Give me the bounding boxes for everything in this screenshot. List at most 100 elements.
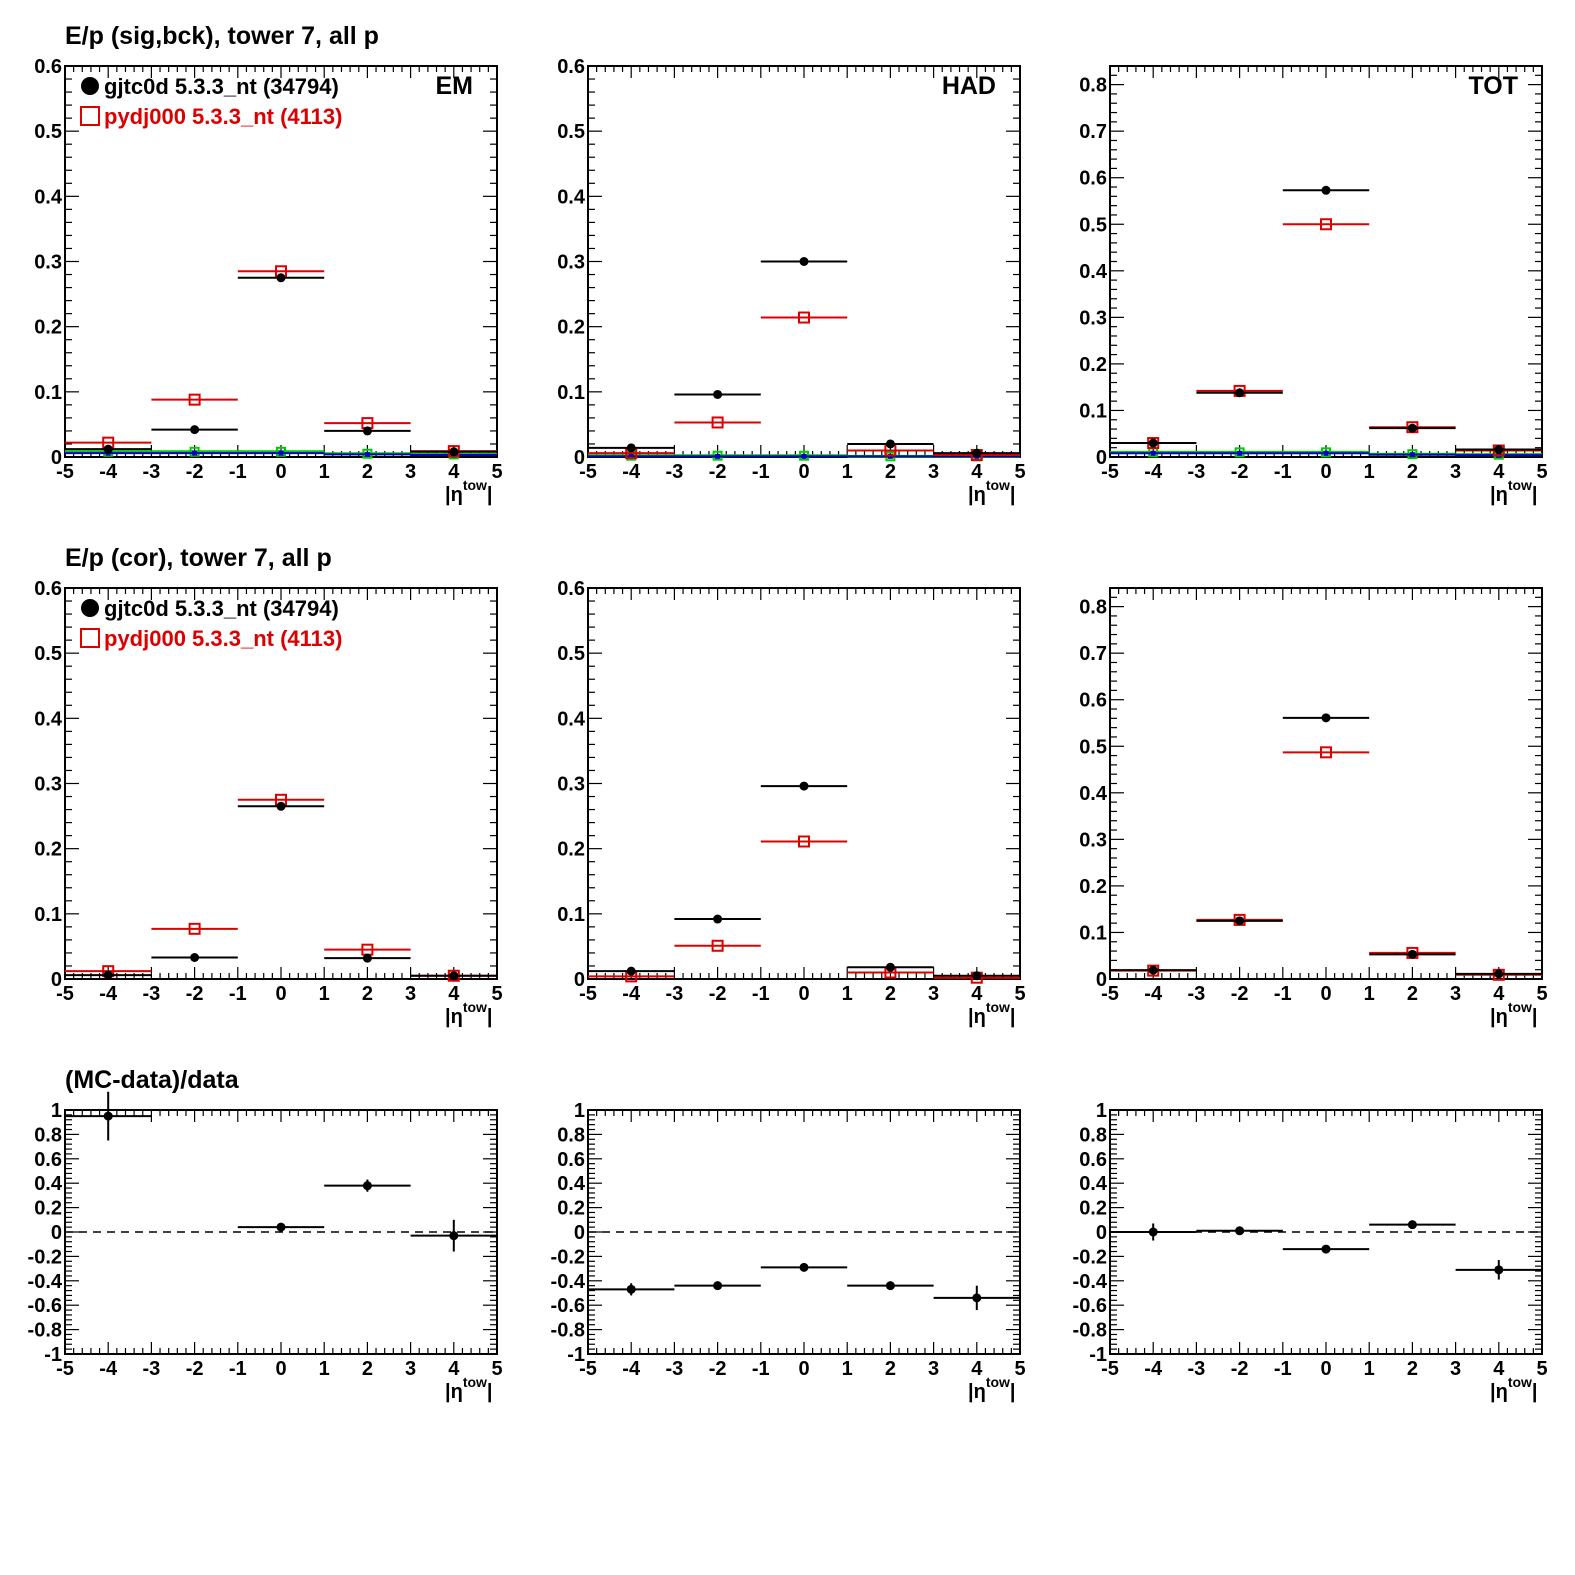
x-tick-label: -5 [1101,1358,1119,1380]
x-axis-title: |ηtow| [968,999,1016,1028]
y-tick-label: 0.4 [1079,783,1108,805]
x-tick-label: -2 [1231,1358,1249,1380]
x-tick-label: 1 [319,461,330,483]
x-tick-label: 4 [448,983,460,1005]
y-tick-label: 0.8 [1079,1124,1107,1146]
x-tick-label: -4 [99,1358,118,1380]
x-axis-title-main: |η [968,1381,986,1403]
x-tick-label: -3 [666,461,684,483]
y-tick-label: 0.4 [1079,261,1108,283]
y-tick-label: 0.8 [1079,75,1107,97]
x-tick-label: 5 [1536,983,1547,1005]
data-point [626,966,636,976]
x-tick-label: -1 [1274,1358,1292,1380]
y-tick-label: -0.8 [28,1320,62,1342]
panel-tot-row2: -5 -4 -3 -2 -1 0 1 2 3 4 5|ηtow|00.10.20.30.40.50.… [1079,587,1548,1028]
x-axis-title-main: |η [445,1381,463,1403]
data-point [276,273,286,283]
x-tick-label: -4 [99,461,118,483]
x-tick-label: -5 [579,461,597,483]
y-tick-label: -0.2 [1073,1246,1107,1268]
y-tick-label: 0.2 [557,317,585,339]
y-tick-label: 0.1 [34,382,62,404]
y-tick-label: 0.6 [557,1149,585,1171]
y-tick-label: 0.6 [34,1149,62,1171]
y-tick-label: 0.5 [34,121,62,143]
panel-had-row1: -5 -4 -3 -2 -1 0 1 2 3 4 5|ηtow|00.10.20.30.40.50.… [557,56,1025,506]
x-tick-label: 0 [1320,983,1331,1005]
data-point [1235,1226,1245,1236]
x-tick-label: 3 [1450,1358,1461,1380]
y-tick-label: 0.6 [34,56,62,78]
y-tick-label: 0.6 [1079,1149,1107,1171]
x-tick-label: -2 [186,1358,204,1380]
data-point [713,1281,723,1291]
y-tick-label: 1 [1096,1100,1107,1122]
x-tick-label: -1 [229,983,247,1005]
x-tick-label: 3 [928,461,939,483]
x-tick-label: -2 [1231,983,1249,1005]
data-point [1407,949,1417,959]
y-tick-label: -0.4 [1073,1271,1108,1293]
x-tick-label: 5 [491,461,502,483]
bck-blue-point [1409,452,1415,458]
x-tick-label: -5 [579,983,597,1005]
x-axis-title-main: |η [1490,1381,1508,1403]
x-axis-title: |ηtow| [1490,1374,1538,1403]
y-tick-label: 0.1 [557,904,585,926]
x-axis-title: |ηtow| [1490,999,1538,1028]
y-tick-label: -1 [44,1344,62,1366]
x-tick-label: 2 [885,983,896,1005]
data-point [626,1284,636,1294]
x-tick-label: -3 [1188,983,1206,1005]
bck-blue-point [364,451,370,457]
y-tick-label: 0.5 [1079,736,1107,758]
data-point [1235,388,1245,398]
data-point [885,1281,895,1291]
y-tick-label: 0.6 [557,56,585,78]
y-tick-label: 0.4 [34,708,63,730]
data-point [103,444,113,454]
x-tick-label: 5 [491,983,502,1005]
x-tick-label: -5 [1101,983,1119,1005]
y-tick-label: 0.3 [34,774,62,796]
data-point [1407,423,1417,433]
x-tick-label: 4 [971,1358,983,1380]
x-axis-title-main: |η [968,484,986,506]
mc-point [188,393,201,406]
panel-tot-row1: -5 -4 -3 -2 -1 0 1 2 3 4 5|ηtow|00.10.20.30.40.50.… [1079,65,1548,506]
mc-point [188,922,201,935]
x-tick-label: 3 [1450,983,1461,1005]
x-tick-label: 3 [928,983,939,1005]
data-point [190,425,200,435]
x-tick-label: -4 [1144,1358,1163,1380]
y-tick-label: 0.8 [34,1124,62,1146]
x-axis-title: |ηtow| [445,999,493,1028]
y-tick-label: -1 [567,1344,585,1366]
legend-label-data: gjtc0d 5.3.3_nt (34794) [104,74,339,99]
x-axis-title-main: |η [1490,484,1508,506]
x-tick-label: -5 [56,461,74,483]
x-axis-title-sup: tow [1508,477,1532,493]
data-point [1494,1265,1504,1275]
panel-had-row2: -5 -4 -3 -2 -1 0 1 2 3 4 5|ηtow|00.10.20.30.40.50.… [557,578,1025,1028]
data-point [103,1111,113,1121]
data-point [276,1222,286,1232]
x-tick-label: 5 [1014,983,1025,1005]
y-tick-label: 0 [1096,447,1107,469]
y-tick-label: 0.4 [557,186,586,208]
x-axis-title-sup: tow [463,999,487,1015]
data-point [1494,969,1504,979]
y-tick-label: 0.5 [557,643,585,665]
x-tick-label: 2 [362,983,373,1005]
x-tick-label: 3 [405,1358,416,1380]
x-tick-label: -3 [666,1358,684,1380]
x-tick-label: 0 [798,461,809,483]
data-point [276,801,286,811]
legend-label-data: gjtc0d 5.3.3_nt (34794) [104,596,339,621]
y-tick-label: 0 [574,447,585,469]
y-tick-label: 0 [51,969,62,991]
x-tick-label: -1 [1274,461,1292,483]
y-tick-label: 0 [574,1222,585,1244]
